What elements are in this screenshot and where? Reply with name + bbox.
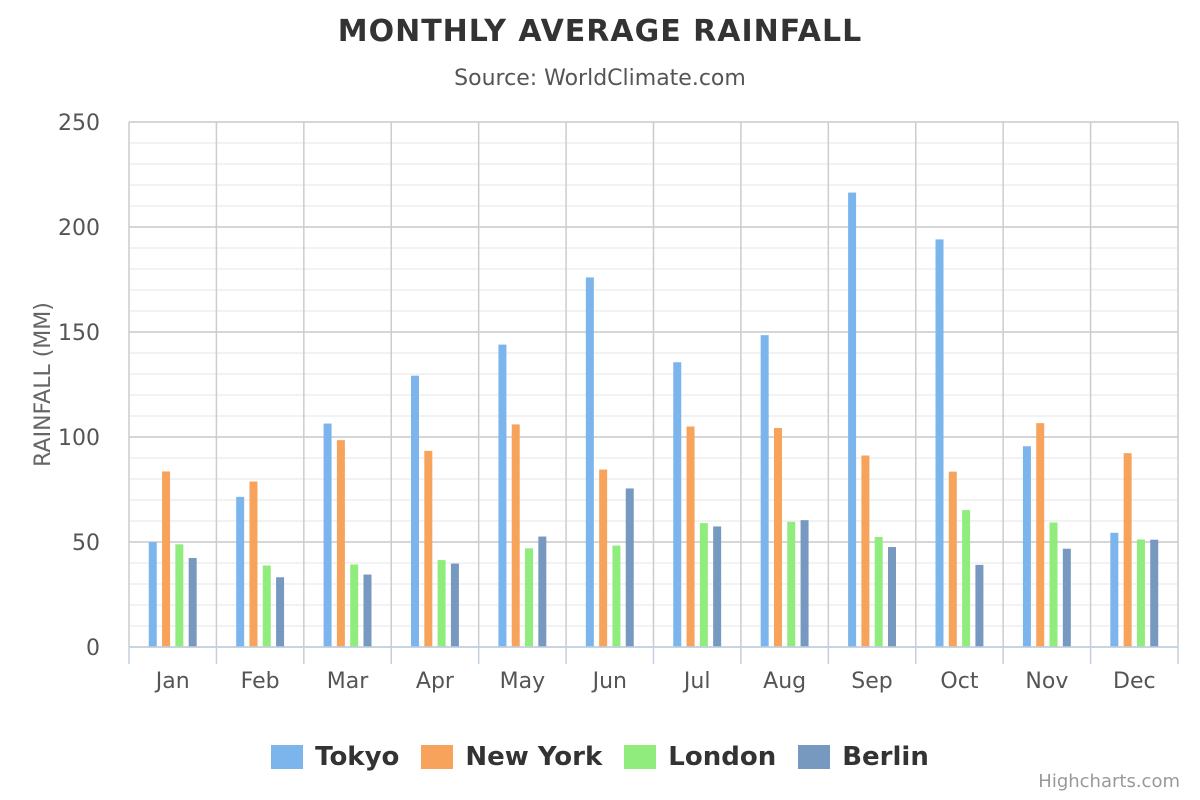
bar-new-york-apr[interactable] <box>424 450 433 647</box>
legend-swatch <box>421 745 454 769</box>
x-tick-label: May <box>500 669 545 694</box>
bars-layer <box>148 192 1159 648</box>
bar-berlin-mar[interactable] <box>363 574 372 647</box>
x-tick-label: Mar <box>327 669 369 694</box>
x-tick-label: Dec <box>1113 669 1156 694</box>
bar-tokyo-may[interactable] <box>498 344 507 647</box>
y-tick-label: 200 <box>58 216 100 241</box>
bar-london-aug[interactable] <box>787 521 796 647</box>
y-tick-label: 50 <box>72 531 100 556</box>
bar-london-oct[interactable] <box>962 510 971 647</box>
x-tick-label: Feb <box>241 669 280 694</box>
legend-item-berlin[interactable]: Berlin <box>798 742 929 772</box>
bar-london-jun[interactable] <box>612 545 621 647</box>
x-tick-label: Sep <box>851 669 892 694</box>
bar-london-mar[interactable] <box>350 564 359 647</box>
y-tick-label: 0 <box>86 636 100 661</box>
bar-new-york-dec[interactable] <box>1123 453 1132 647</box>
bar-tokyo-jun[interactable] <box>585 277 594 647</box>
legend-item-tokyo[interactable]: Tokyo <box>271 742 399 772</box>
grid-layer <box>128 121 1179 648</box>
bar-london-sep[interactable] <box>874 536 883 647</box>
bar-new-york-jun[interactable] <box>599 469 608 647</box>
y-tick-label: 250 <box>58 111 100 136</box>
bar-tokyo-oct[interactable] <box>935 239 944 647</box>
x-tick-label: Aug <box>763 669 806 694</box>
bar-berlin-apr[interactable] <box>450 563 459 647</box>
legend: Tokyo New York London Berlin <box>0 742 1200 772</box>
bar-new-york-may[interactable] <box>511 424 520 647</box>
bar-tokyo-jul[interactable] <box>673 362 682 647</box>
axis-layer: Jan Feb Mar Apr May Jun Jul Aug Sep Oct Nov Dec 0 50 1… <box>31 111 1179 694</box>
bar-london-jul[interactable] <box>699 523 708 647</box>
bar-new-york-jul[interactable] <box>686 426 695 648</box>
bar-london-nov[interactable] <box>1049 522 1058 647</box>
bar-london-may[interactable] <box>525 548 534 647</box>
y-axis-title: RAINFALL (MM) <box>31 302 56 467</box>
x-tick-label: Oct <box>940 669 978 694</box>
bar-berlin-sep[interactable] <box>887 547 896 647</box>
x-tick-label: Apr <box>416 669 455 694</box>
bar-berlin-dec[interactable] <box>1150 539 1159 647</box>
bar-new-york-jan[interactable] <box>162 471 171 647</box>
credit-link[interactable]: Highcharts.com <box>1038 771 1180 792</box>
bar-tokyo-feb[interactable] <box>236 496 245 647</box>
bar-new-york-aug[interactable] <box>773 427 782 647</box>
chart-subtitle: Source: WorldClimate.com <box>454 66 746 91</box>
x-tick-label: Jun <box>591 669 627 694</box>
bar-tokyo-dec[interactable] <box>1110 532 1119 647</box>
bar-berlin-jun[interactable] <box>625 488 634 647</box>
legend-label: New York <box>465 742 603 772</box>
bar-berlin-aug[interactable] <box>800 520 809 647</box>
bar-tokyo-aug[interactable] <box>760 335 769 647</box>
bar-tokyo-jan[interactable] <box>148 542 157 647</box>
y-tick-label: 150 <box>58 321 100 346</box>
legend-label: Berlin <box>842 742 929 772</box>
legend-swatch <box>271 745 304 769</box>
x-tick-label: Jan <box>154 669 190 694</box>
bar-berlin-jan[interactable] <box>188 557 197 647</box>
bar-london-dec[interactable] <box>1136 539 1145 647</box>
bar-berlin-feb[interactable] <box>276 577 285 647</box>
legend-item-new-york[interactable]: New York <box>421 742 602 772</box>
bar-berlin-may[interactable] <box>538 536 547 647</box>
bar-tokyo-apr[interactable] <box>411 375 420 647</box>
chart-title: MONTHLY AVERAGE RAINFALL <box>337 14 863 49</box>
legend-label: London <box>668 742 777 772</box>
bar-new-york-oct[interactable] <box>948 471 957 647</box>
bar-berlin-nov[interactable] <box>1062 548 1071 647</box>
legend-item-london[interactable]: London <box>624 742 776 772</box>
legend-swatch <box>798 745 831 769</box>
y-tick-label: 100 <box>58 426 100 451</box>
x-tick-label: Nov <box>1025 669 1068 694</box>
bar-tokyo-sep[interactable] <box>848 192 857 647</box>
bar-tokyo-nov[interactable] <box>1022 446 1031 647</box>
bar-tokyo-mar[interactable] <box>323 423 332 647</box>
bar-london-jan[interactable] <box>175 544 184 647</box>
bar-new-york-nov[interactable] <box>1036 423 1045 647</box>
bar-berlin-oct[interactable] <box>975 564 984 647</box>
bar-new-york-feb[interactable] <box>249 481 258 647</box>
legend-label: Tokyo <box>315 742 400 772</box>
bar-london-feb[interactable] <box>262 565 271 647</box>
bar-new-york-mar[interactable] <box>336 440 345 647</box>
bar-berlin-jul[interactable] <box>713 526 722 647</box>
legend-swatch <box>624 745 657 769</box>
bar-london-apr[interactable] <box>437 560 446 647</box>
bar-new-york-sep[interactable] <box>861 455 870 647</box>
x-tick-label: Jul <box>682 669 711 694</box>
